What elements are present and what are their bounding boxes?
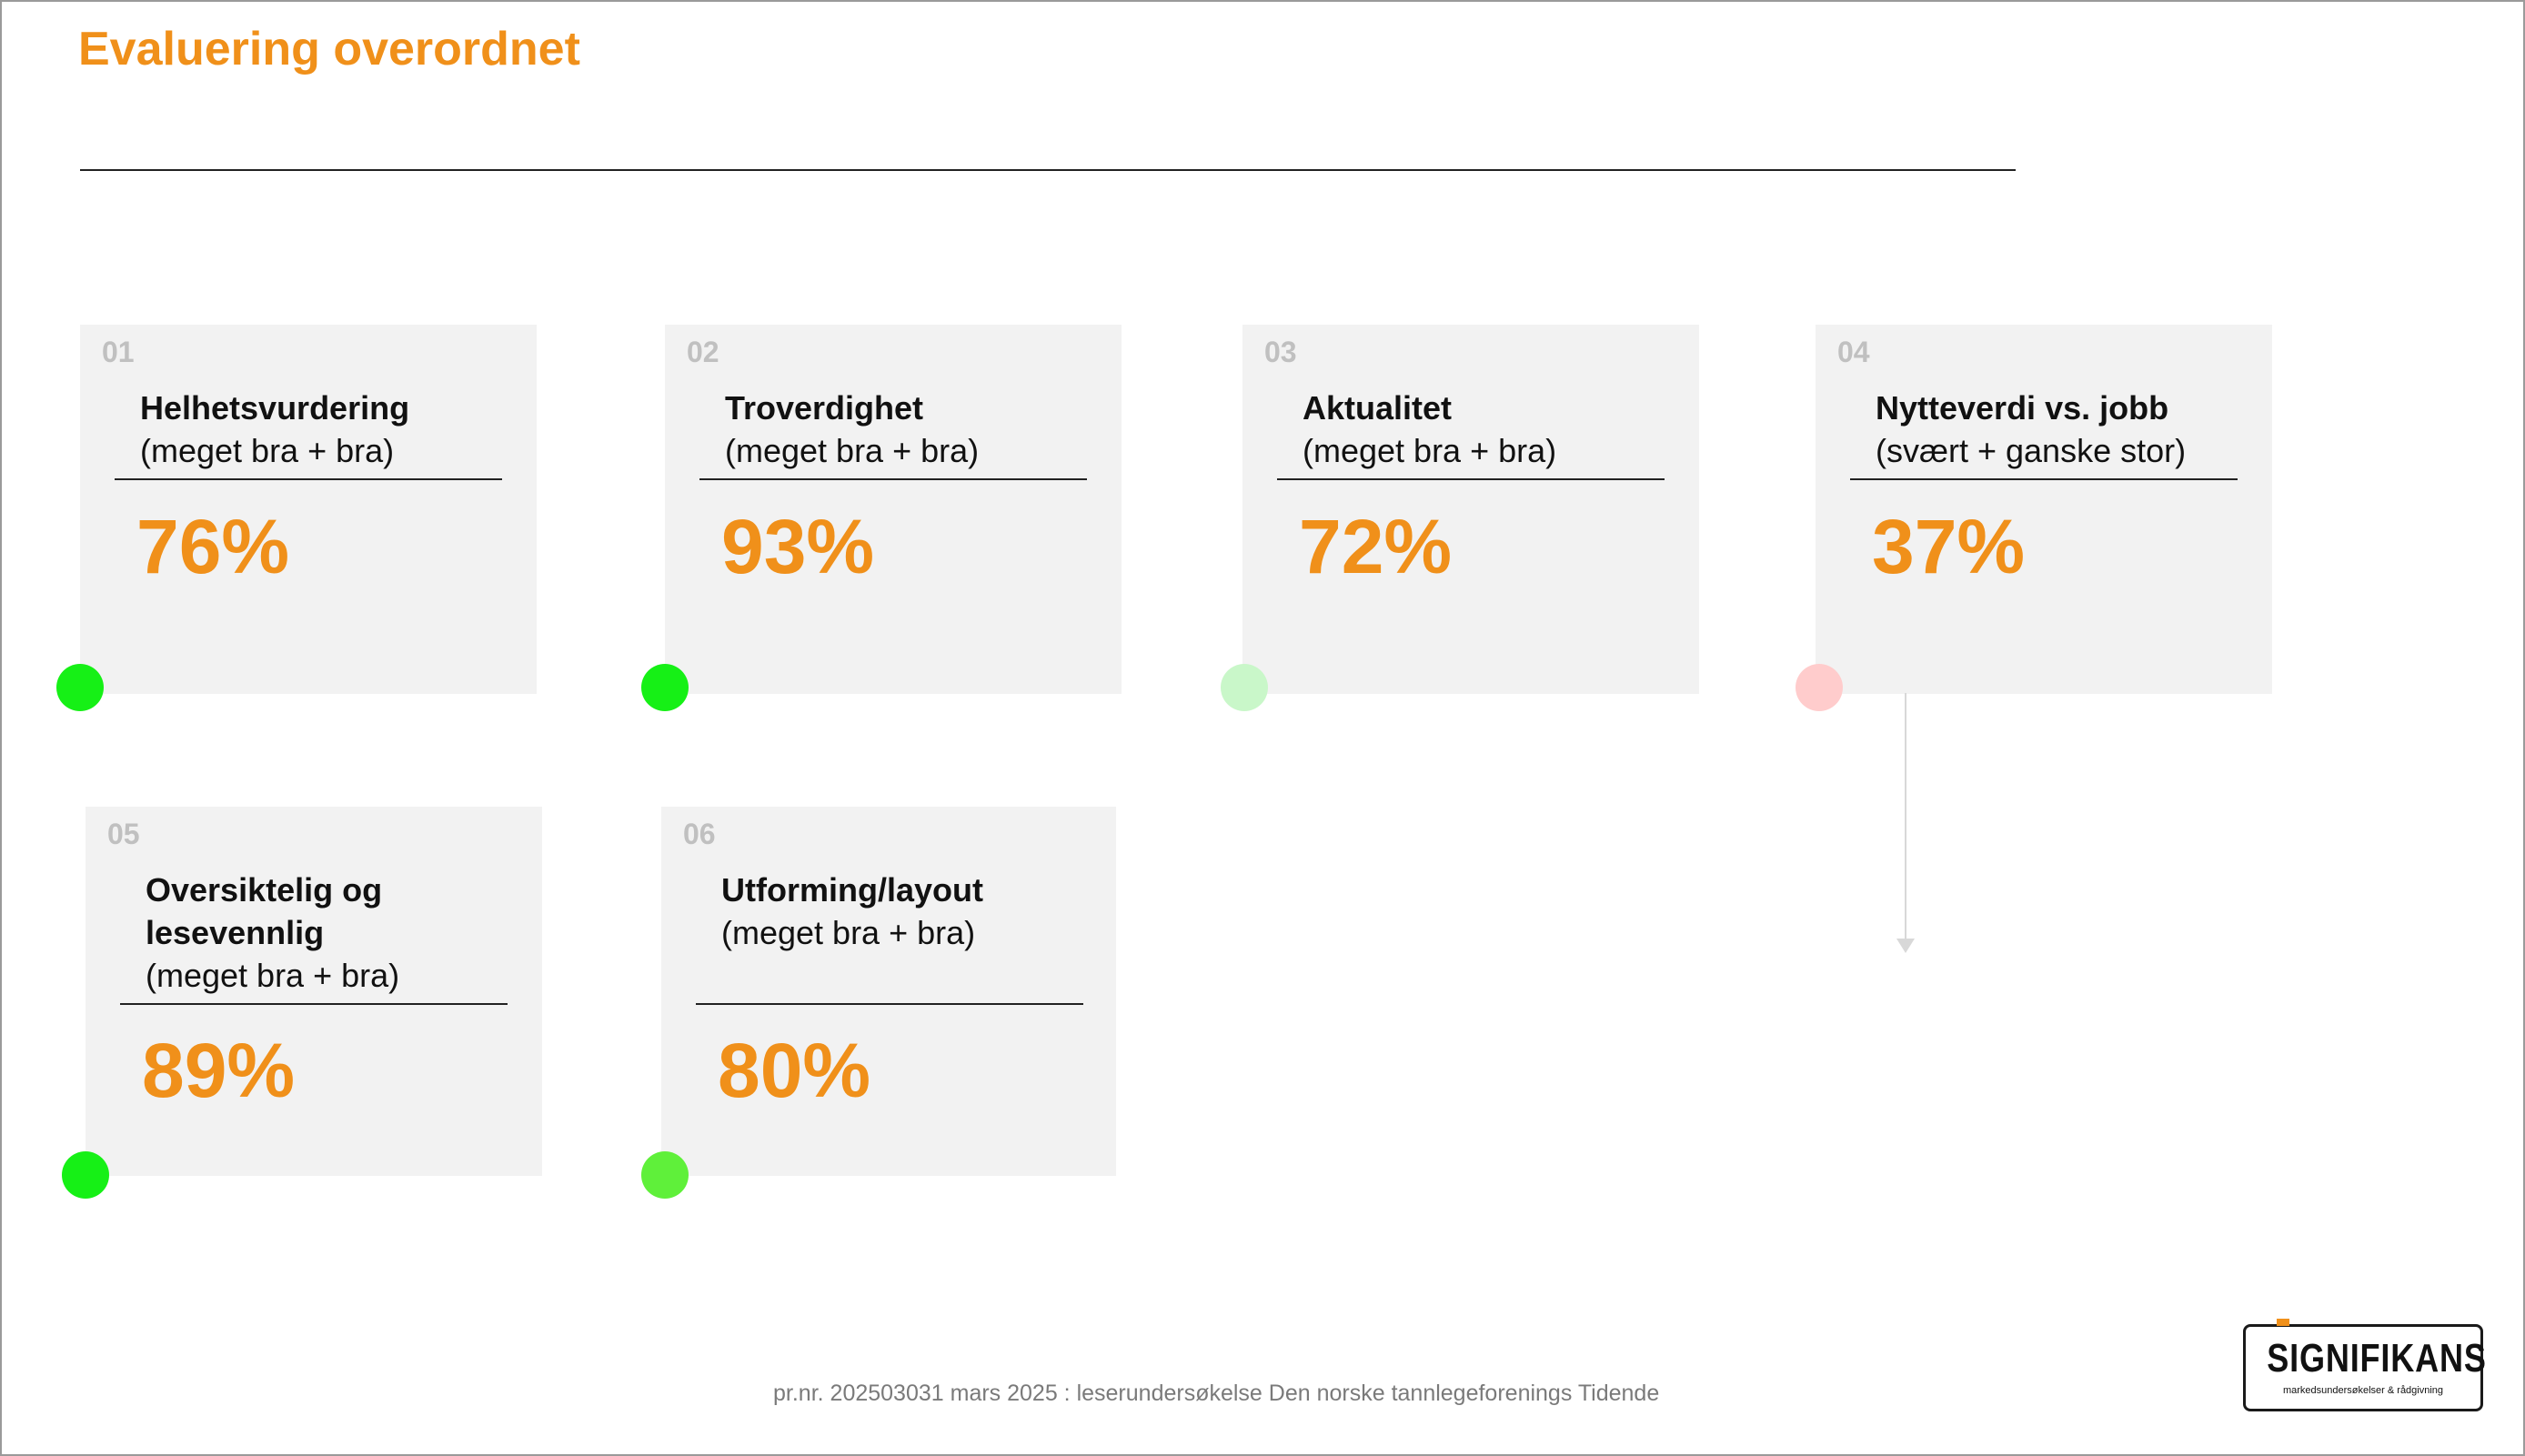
card-value: 37% [1872, 504, 2026, 589]
card-divider [115, 478, 502, 480]
card-number: 01 [102, 336, 135, 368]
status-dot [56, 664, 104, 711]
card-label-subtitle: (meget bra + bra) [1303, 432, 1557, 469]
page-title: Evaluering overordnet [78, 23, 580, 75]
card-label-subtitle: (meget bra + bra) [146, 957, 400, 994]
footer-text: pr.nr. 202503031 mars 2025 : leserunders… [773, 1381, 1660, 1406]
card-aktualitet: 03 Aktualitet (meget bra + bra) 72% [1242, 325, 1699, 694]
card-label: Troverdighet (meget bra + bra) [725, 387, 979, 472]
status-dot [641, 664, 689, 711]
card-label-title-line2: lesevennlig [146, 914, 325, 951]
logo-accent-bar [2277, 1319, 2289, 1326]
logo-name: SIGNIFIKANS [2267, 1336, 2487, 1381]
card-number: 03 [1264, 336, 1297, 368]
arrow-down-icon [1896, 939, 1915, 953]
card-label: Utforming/layout (meget bra + bra) [721, 869, 983, 954]
card-divider [699, 478, 1087, 480]
card-value: 80% [718, 1028, 871, 1113]
card-label: Oversiktelig og lesevennlig (meget bra +… [146, 869, 399, 997]
card-label-subtitle: (meget bra + bra) [725, 432, 980, 469]
status-dot [1796, 664, 1843, 711]
card-label-title: Helhetsvurdering [140, 389, 410, 427]
card-divider [120, 1003, 508, 1005]
card-divider [1850, 478, 2238, 480]
status-dot [1221, 664, 1268, 711]
title-divider [80, 169, 2016, 171]
card-utforming: 06 Utforming/layout (meget bra + bra) 80… [661, 807, 1116, 1176]
card-label: Aktualitet (meget bra + bra) [1303, 387, 1556, 472]
card-value: 76% [136, 504, 290, 589]
card-label-title: Aktualitet [1303, 389, 1453, 427]
signifikans-logo: SIGNIFIKANS markedsundersøkelser & rådgi… [2243, 1319, 2487, 1411]
card-label-subtitle: (meget bra + bra) [140, 432, 395, 469]
card-label-subtitle: (svært + ganske stor) [1876, 432, 2187, 469]
card-label-title: Troverdighet [725, 389, 924, 427]
card-value: 93% [721, 504, 875, 589]
card-oversiktelig: 05 Oversiktelig og lesevennlig (meget br… [86, 807, 542, 1176]
card-label: Nytteverdi vs. jobb (svært + ganske stor… [1876, 387, 2186, 472]
card-nytteverdi: 04 Nytteverdi vs. jobb (svært + ganske s… [1816, 325, 2272, 694]
status-dot [62, 1151, 109, 1199]
card-label-title: Utforming/layout [721, 871, 983, 909]
card-number: 04 [1837, 336, 1870, 368]
card-label: Helhetsvurdering (meget bra + bra) [140, 387, 409, 472]
card-value: 72% [1299, 504, 1453, 589]
card-value: 89% [142, 1028, 296, 1113]
card-divider [1277, 478, 1665, 480]
status-dot [641, 1151, 689, 1199]
card-label-subtitle: (meget bra + bra) [721, 914, 976, 951]
card-label-title: Nytteverdi vs. jobb [1876, 389, 2169, 427]
card-divider [696, 1003, 1083, 1005]
card-number: 05 [107, 818, 140, 850]
card-troverdighet: 02 Troverdighet (meget bra + bra) 93% [665, 325, 1122, 694]
card-number: 02 [687, 336, 719, 368]
arrow-line [1905, 693, 1906, 942]
card-number: 06 [683, 818, 716, 850]
logo-tagline: markedsundersøkelser & rådgivning [2282, 1385, 2444, 1396]
card-helhetsvurdering: 01 Helhetsvurdering (meget bra + bra) 76… [80, 325, 537, 694]
card-label-title-line1: Oversiktelig og [146, 871, 383, 909]
